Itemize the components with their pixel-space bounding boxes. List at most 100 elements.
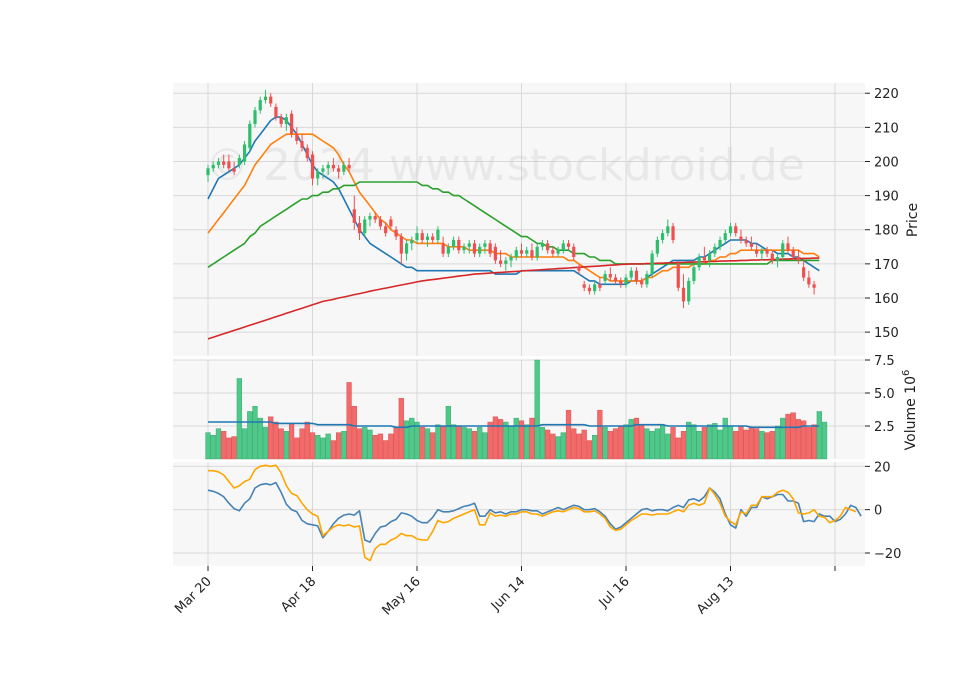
candle	[687, 277, 691, 305]
candle-body	[546, 243, 550, 251]
candle-body	[274, 106, 278, 118]
candle	[530, 243, 534, 261]
candle-body	[687, 280, 691, 302]
candle-body	[446, 246, 450, 254]
candle-body	[373, 216, 377, 220]
candle-body	[326, 164, 330, 169]
volume-bar	[597, 409, 603, 460]
candle-body	[342, 164, 346, 172]
volume-bar	[754, 428, 760, 460]
candle	[572, 243, 576, 261]
candle	[519, 243, 524, 258]
candle-body	[410, 239, 414, 244]
candle	[812, 280, 816, 295]
candle-body	[478, 246, 482, 254]
candle-body	[760, 250, 764, 254]
candle	[342, 161, 346, 176]
candle	[378, 216, 383, 230]
candle-body	[697, 257, 701, 268]
candle-body	[227, 161, 231, 169]
candle	[295, 127, 299, 145]
volume-bar	[346, 382, 352, 460]
candle-body	[321, 168, 325, 172]
candle-body	[572, 246, 576, 258]
volume-bar	[560, 432, 566, 460]
candle	[310, 151, 315, 186]
candle	[540, 239, 544, 251]
candle-body	[269, 96, 273, 104]
candle	[603, 270, 607, 285]
volume-bar	[743, 429, 749, 460]
volume-bar	[320, 437, 326, 460]
volume-bar	[738, 425, 744, 460]
candle	[608, 267, 612, 281]
candle-body	[530, 250, 534, 258]
volume-y-tick-label-0: 2.5	[874, 420, 895, 435]
oscillator-panel-background	[173, 462, 865, 566]
candle-body	[441, 243, 445, 254]
volume-bar	[764, 432, 770, 460]
candle-body	[331, 164, 335, 169]
volume-bar	[649, 431, 655, 460]
candle-body	[467, 243, 471, 247]
volume-bar	[252, 406, 258, 460]
candle	[472, 239, 477, 258]
candle	[425, 233, 430, 247]
volume-average-line	[208, 421, 820, 429]
candle	[232, 161, 236, 176]
volume-bar	[806, 427, 812, 460]
candle	[734, 222, 738, 237]
candle	[436, 226, 440, 244]
candle-body	[791, 250, 795, 258]
candle-body	[713, 246, 717, 254]
volume-bar	[503, 421, 509, 460]
volume-bar	[450, 424, 457, 460]
candle-body	[222, 161, 226, 165]
candle-body	[718, 239, 722, 247]
volume-bar	[707, 424, 713, 460]
candle	[420, 229, 424, 244]
candle-body	[812, 284, 816, 288]
candle	[326, 161, 330, 176]
moving-average-line-0	[207, 116, 820, 286]
candle	[629, 267, 633, 281]
candle	[389, 216, 393, 230]
candle-body	[504, 260, 508, 264]
candle-body	[232, 168, 236, 172]
volume-bar	[393, 427, 399, 460]
candle-body	[451, 239, 456, 247]
candle-body	[728, 226, 733, 234]
candle	[253, 106, 257, 128]
volume-bar	[612, 428, 619, 460]
candle-body	[723, 233, 727, 240]
candle	[274, 103, 278, 121]
candle-body	[431, 236, 435, 240]
candle-body	[525, 250, 529, 254]
candle-body	[310, 154, 315, 179]
volume-bar	[670, 427, 676, 460]
oscillator-y-tick-label-2: −20	[874, 547, 901, 562]
candle-body	[488, 243, 492, 254]
volume-y-tick-label-2: 7.5	[874, 354, 895, 369]
candle	[514, 246, 518, 261]
candle-body	[744, 239, 748, 244]
volume-bar	[545, 429, 551, 460]
volume-bar	[398, 398, 404, 460]
candle-body	[561, 243, 565, 251]
candle	[457, 236, 461, 254]
volume-bar	[555, 436, 561, 460]
volume-bar	[351, 406, 357, 460]
candle	[624, 274, 628, 288]
candle-body	[399, 236, 403, 254]
volume-bar	[654, 428, 660, 460]
volume-bar	[665, 433, 671, 460]
volume-bar	[581, 429, 587, 460]
volume-bar	[821, 421, 828, 460]
volume-bar	[633, 417, 640, 460]
volume-bar	[409, 417, 415, 460]
candle-body	[655, 239, 659, 254]
candle	[237, 154, 241, 169]
volume-bar	[241, 428, 248, 460]
volume-bar	[372, 435, 378, 460]
candle	[775, 253, 780, 268]
